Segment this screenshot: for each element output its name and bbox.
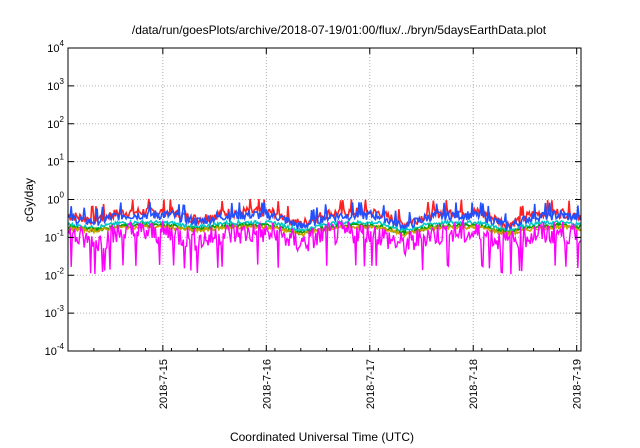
x-tick-label: 2018-7-16 [261, 359, 273, 409]
x-tick-label: 2018-7-18 [468, 359, 480, 409]
grid [68, 47, 581, 352]
y-tick-label: 102 [47, 115, 64, 131]
y-tick-label: 101 [47, 153, 64, 169]
y-tick-label: 10-2 [45, 266, 65, 282]
x-axis: 2018-7-15 2018-7-16 2018-7-17 2018-7-18 2018… [67, 48, 584, 409]
x-tick-label: 2018-7-19 [572, 359, 584, 409]
chart-title: /data/run/goesPlots/archive/2018-07-19/0… [132, 23, 547, 37]
x-axis-label: Coordinated Universal Time (UTC) [230, 430, 414, 444]
y-tick-label: 103 [47, 77, 64, 93]
series-line [67, 202, 582, 232]
series-group [67, 198, 582, 275]
series-line [67, 218, 582, 275]
y-tick-label: 104 [47, 39, 64, 55]
x-tick-label: 2018-7-15 [158, 359, 170, 409]
x-tick-label: 2018-7-17 [365, 359, 377, 409]
y-axis: 10-4 10-3 10-2 10-1 100 101 102 103 104 [45, 39, 581, 358]
y-tick-label: 10-4 [45, 342, 65, 358]
y-tick-label: 10-1 [45, 228, 65, 244]
y-tick-label: 100 [47, 191, 64, 207]
y-axis-label: cGy/day [22, 178, 36, 222]
y-tick-label: 10-3 [45, 304, 65, 320]
plot-frame [67, 47, 582, 352]
